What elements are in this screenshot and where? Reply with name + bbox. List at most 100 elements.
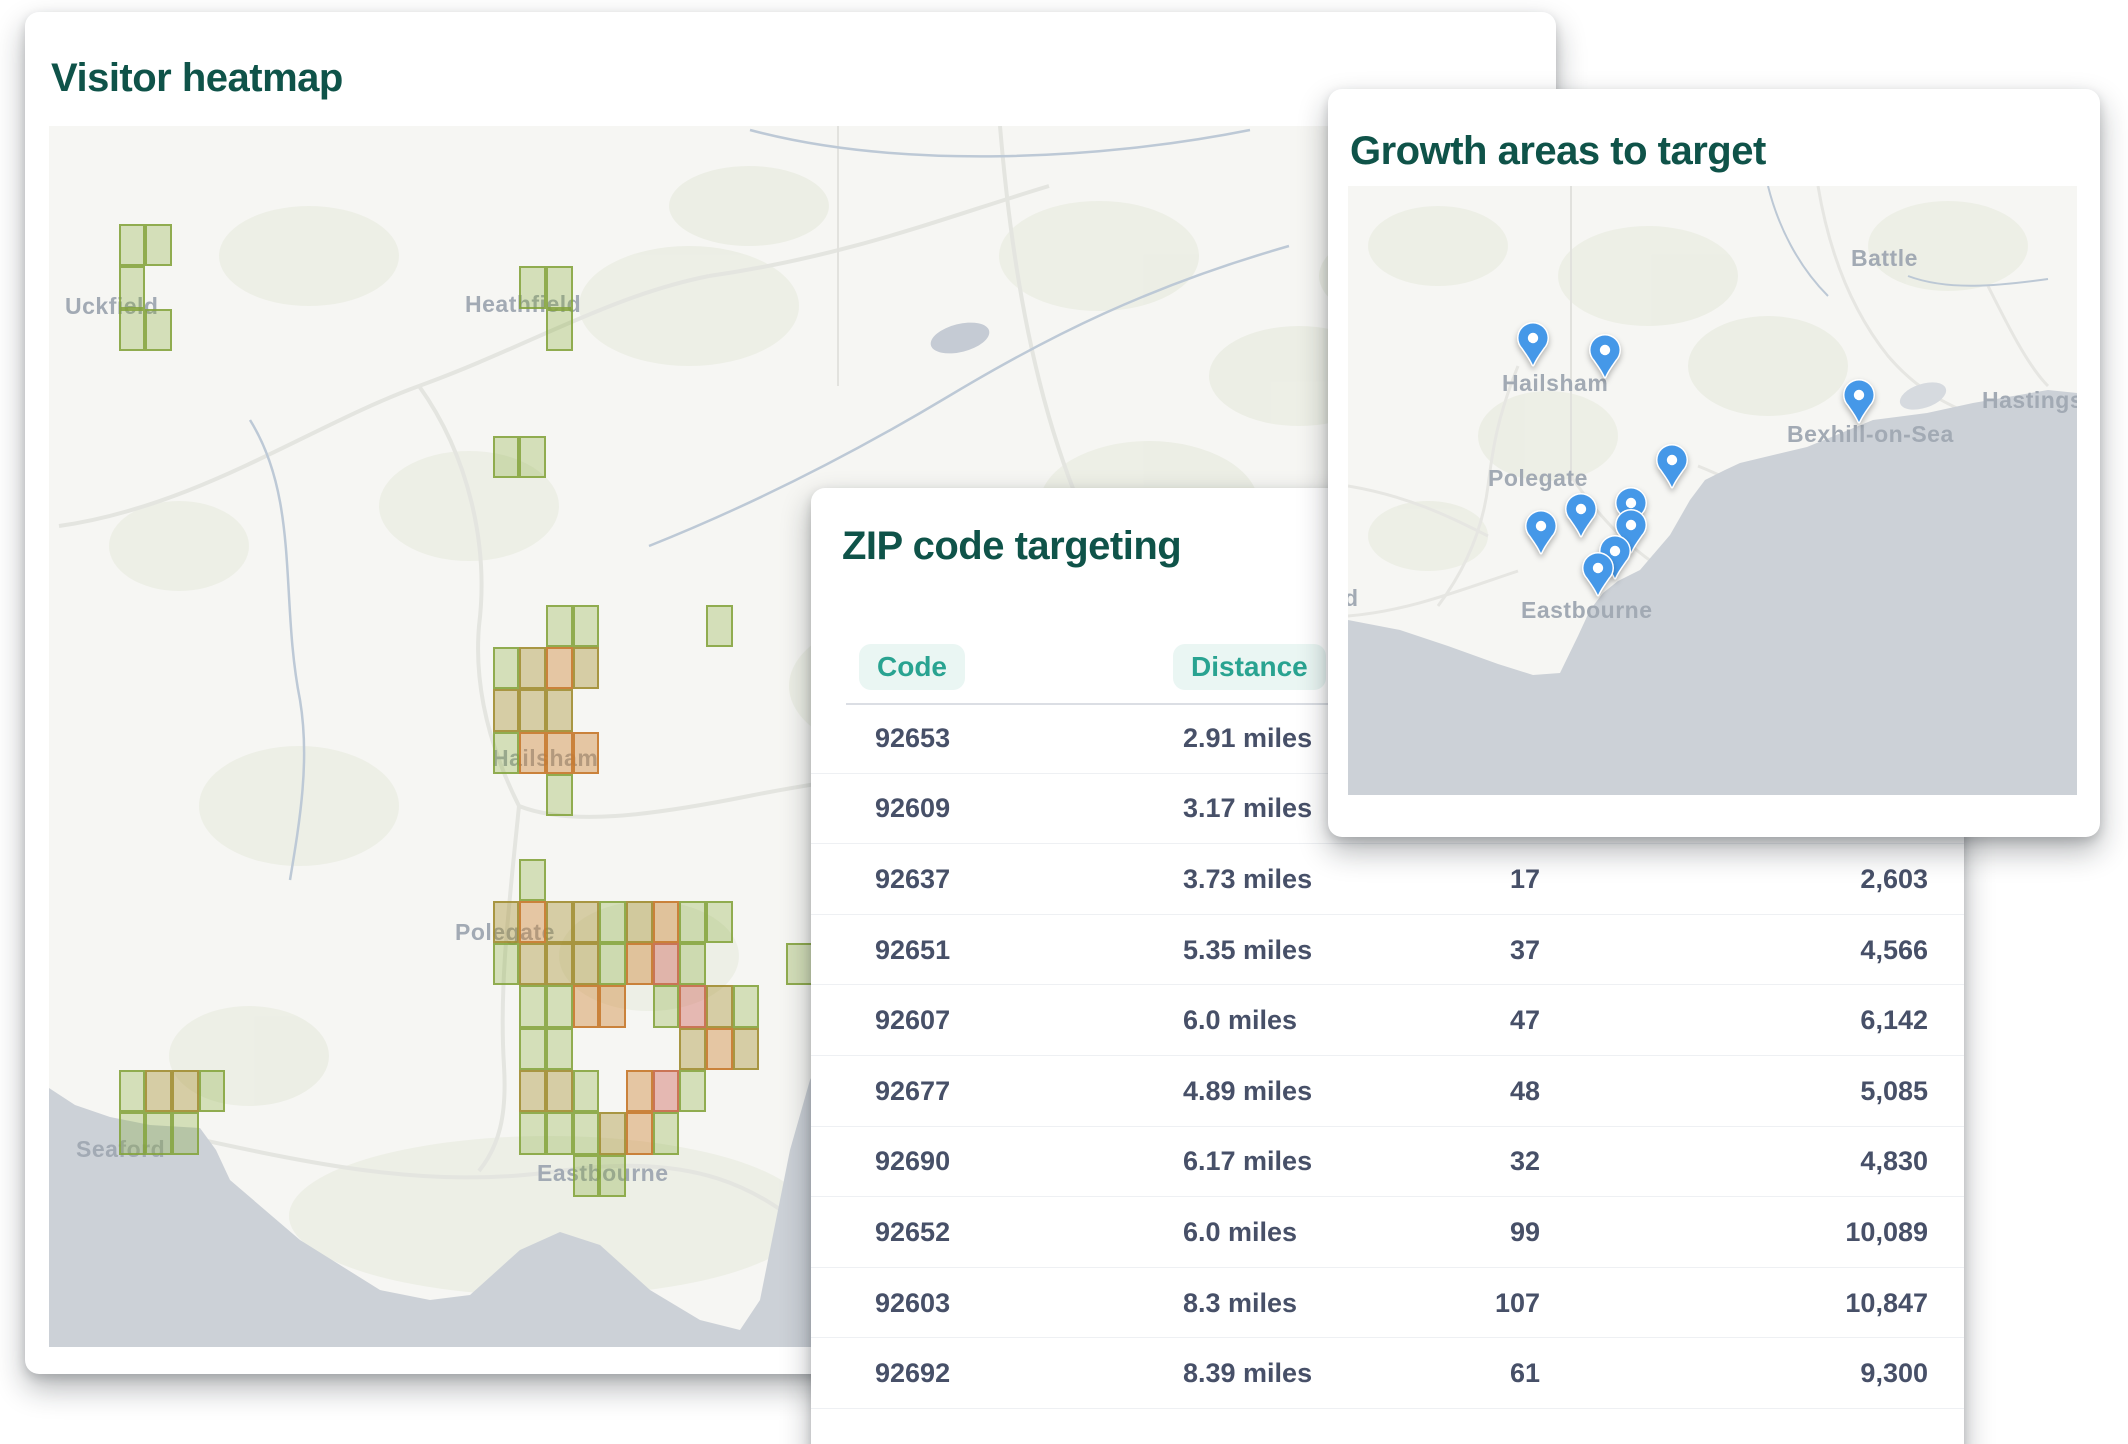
heatmap-cell[interactable] <box>599 943 626 986</box>
heatmap-cell[interactable] <box>492 943 520 986</box>
heatmap-cell[interactable] <box>599 985 626 1028</box>
location-pin-icon[interactable] <box>1837 376 1881 426</box>
heatmap-cell[interactable] <box>519 900 546 944</box>
distance-value: 2.91 miles <box>1183 722 1313 753</box>
heatmap-cell[interactable] <box>545 900 573 944</box>
heatmap-cell[interactable] <box>545 773 573 817</box>
heatmap-cell[interactable] <box>652 943 680 986</box>
heatmap-cell[interactable] <box>652 985 680 1028</box>
heatmap-cell[interactable] <box>492 900 520 944</box>
heatmap-cell[interactable] <box>545 266 573 309</box>
heatmap-cell[interactable] <box>599 900 626 944</box>
heatmap-cell[interactable] <box>145 308 173 351</box>
heatmap-cell[interactable] <box>519 985 546 1028</box>
heatmap-cell[interactable] <box>572 900 600 944</box>
heatmap-cell[interactable] <box>519 689 546 732</box>
heatmap-cell[interactable] <box>492 689 520 732</box>
heatmap-cell[interactable] <box>492 435 520 478</box>
location-pin-icon[interactable] <box>1511 319 1555 369</box>
heatmap-cell[interactable] <box>519 647 546 690</box>
heatmap-cell[interactable] <box>679 900 707 944</box>
heatmap-cell[interactable] <box>626 900 653 944</box>
heatmap-cell[interactable] <box>519 1112 546 1155</box>
heatmap-cell[interactable] <box>599 1112 626 1155</box>
distance-column-chip[interactable]: Distance <box>1173 644 1326 690</box>
heatmap-cell[interactable] <box>572 604 600 647</box>
table-row[interactable]: 92609 3.17 miles <box>811 774 1964 845</box>
location-pin-icon[interactable] <box>1576 549 1620 599</box>
heatmap-cell[interactable] <box>572 985 600 1028</box>
heatmap-cell[interactable] <box>545 1112 573 1155</box>
code-column-chip[interactable]: Code <box>859 644 965 690</box>
heatmap-cell[interactable] <box>572 1070 600 1113</box>
location-pin-icon[interactable] <box>1583 331 1627 381</box>
heatmap-cell[interactable] <box>118 308 146 351</box>
heatmap-cell[interactable] <box>706 1027 733 1070</box>
heatmap-cell[interactable] <box>679 943 707 986</box>
heatmap-cell[interactable] <box>732 985 760 1028</box>
heatmap-cell[interactable] <box>172 1112 199 1155</box>
distance-value: 6.17 miles <box>1183 1146 1313 1177</box>
table-row[interactable]: 92603 8.3 miles 107 10,847 <box>811 1268 1964 1339</box>
heatmap-cell[interactable] <box>545 604 573 647</box>
location-pin-icon[interactable] <box>1559 490 1603 540</box>
heatmap-cell[interactable] <box>599 1154 626 1197</box>
heatmap-cell[interactable] <box>545 689 573 732</box>
growth-areas-map[interactable]: Battle Hastings Bexhill-on-Sea Hailsham Pole… <box>1348 186 2077 795</box>
heatmap-cell[interactable] <box>545 647 573 690</box>
heatmap-cell[interactable] <box>679 1070 707 1113</box>
heatmap-cell[interactable] <box>572 647 600 690</box>
heatmap-cell[interactable] <box>706 985 733 1028</box>
heatmap-cell[interactable] <box>545 943 573 986</box>
heatmap-cell[interactable] <box>198 1070 226 1113</box>
heatmap-cell[interactable] <box>145 1070 173 1113</box>
heatmap-cell[interactable] <box>492 647 520 690</box>
heatmap-cell[interactable] <box>786 943 813 986</box>
heatmap-cell[interactable] <box>679 1027 707 1070</box>
heatmap-cell[interactable] <box>519 943 546 986</box>
heatmap-cell[interactable] <box>652 1112 680 1155</box>
heatmap-cell[interactable] <box>706 604 733 647</box>
heatmap-cell[interactable] <box>519 731 546 774</box>
heatmap-cell[interactable] <box>145 1112 173 1155</box>
heatmap-cell[interactable] <box>519 1027 546 1070</box>
heatmap-cell[interactable] <box>706 900 733 944</box>
heatmap-cell[interactable] <box>626 943 653 986</box>
table-row[interactable]: 92651 5.35 miles 37 4,566 <box>811 915 1964 986</box>
table-row[interactable]: 92637 3.73 miles 17 2,603 <box>811 844 1964 915</box>
table-row[interactable]: 92652 6.0 miles 99 10,089 <box>811 1197 1964 1268</box>
heatmap-cell[interactable] <box>545 985 573 1028</box>
heatmap-cell[interactable] <box>545 731 573 774</box>
table-row[interactable]: 92607 6.0 miles 47 6,142 <box>811 985 1964 1056</box>
heatmap-cell[interactable] <box>652 1070 680 1113</box>
heatmap-cell[interactable] <box>118 224 146 267</box>
location-pin-icon[interactable] <box>1519 507 1563 557</box>
location-pin-icon[interactable] <box>1650 441 1694 491</box>
heatmap-cell[interactable] <box>545 308 573 351</box>
heatmap-cell[interactable] <box>118 1070 146 1113</box>
heatmap-cell[interactable] <box>732 1027 760 1070</box>
heatmap-cell[interactable] <box>519 858 546 901</box>
heatmap-cell[interactable] <box>572 1154 600 1197</box>
heatmap-cell[interactable] <box>519 435 546 478</box>
heatmap-cell[interactable] <box>572 943 600 986</box>
heatmap-cell[interactable] <box>519 1070 546 1113</box>
table-row[interactable]: 92692 8.39 miles 61 9,300 <box>811 1338 1964 1409</box>
heatmap-cell[interactable] <box>626 1070 653 1113</box>
heatmap-cell[interactable] <box>652 900 680 944</box>
table-row[interactable]: 92677 4.89 miles 48 5,085 <box>811 1056 1964 1127</box>
heatmap-cell[interactable] <box>572 1112 600 1155</box>
heatmap-cell[interactable] <box>118 266 146 309</box>
heatmap-cell[interactable] <box>172 1070 199 1113</box>
heatmap-cell[interactable] <box>679 985 707 1028</box>
heatmap-cell[interactable] <box>145 224 173 267</box>
heatmap-cell[interactable] <box>545 1027 573 1070</box>
heatmap-cell[interactable] <box>519 266 546 309</box>
table-row[interactable]: 92690 6.17 miles 32 4,830 <box>811 1127 1964 1198</box>
heatmap-cell[interactable] <box>492 731 520 774</box>
zip-code-value: 92692 <box>875 1358 951 1389</box>
heatmap-cell[interactable] <box>118 1112 146 1155</box>
heatmap-cell[interactable] <box>572 731 600 774</box>
heatmap-cell[interactable] <box>545 1070 573 1113</box>
heatmap-cell[interactable] <box>626 1112 653 1155</box>
